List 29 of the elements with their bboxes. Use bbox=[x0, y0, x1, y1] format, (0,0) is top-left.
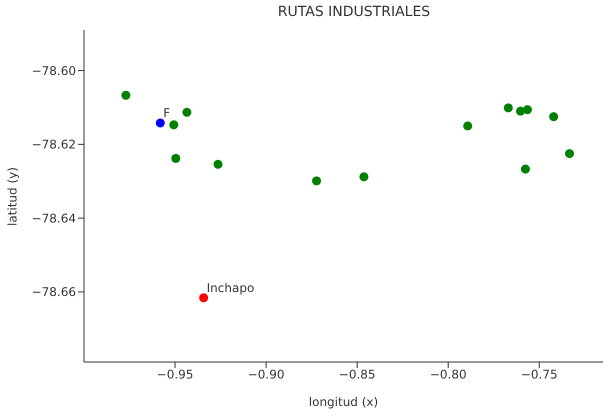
y-tick-label: −78.60 bbox=[32, 64, 76, 78]
x-tick-label: −0.90 bbox=[248, 368, 284, 382]
annotation: F bbox=[163, 106, 170, 120]
annotation: Inchapo bbox=[206, 280, 254, 295]
point bbox=[359, 172, 368, 182]
y-tick-label: −78.64 bbox=[32, 211, 76, 226]
point bbox=[214, 160, 223, 169]
point bbox=[171, 154, 180, 163]
point bbox=[199, 293, 208, 302]
x-tick-label: −0.75 bbox=[520, 368, 558, 382]
x-tick-label: −0.85 bbox=[338, 368, 376, 382]
point bbox=[182, 108, 192, 117]
chart-title: RUTAS INDUSTRIALES bbox=[276, 4, 432, 20]
x-tick-label: −0.95 bbox=[156, 368, 194, 382]
y-tick-label: −78.62 bbox=[32, 138, 76, 152]
point bbox=[312, 176, 322, 186]
point bbox=[463, 121, 472, 130]
point bbox=[522, 105, 532, 114]
point bbox=[564, 149, 574, 158]
y-axis-title: latitud (y) bbox=[5, 167, 20, 226]
x-tick-label: −0.80 bbox=[430, 368, 467, 382]
point bbox=[156, 118, 165, 128]
y-tick-label: −78.66 bbox=[32, 285, 76, 300]
point bbox=[504, 103, 513, 112]
point bbox=[549, 112, 558, 122]
point bbox=[121, 90, 130, 100]
point bbox=[520, 164, 530, 174]
x-axis-title: longitud (x) bbox=[308, 395, 378, 409]
point bbox=[169, 120, 178, 130]
